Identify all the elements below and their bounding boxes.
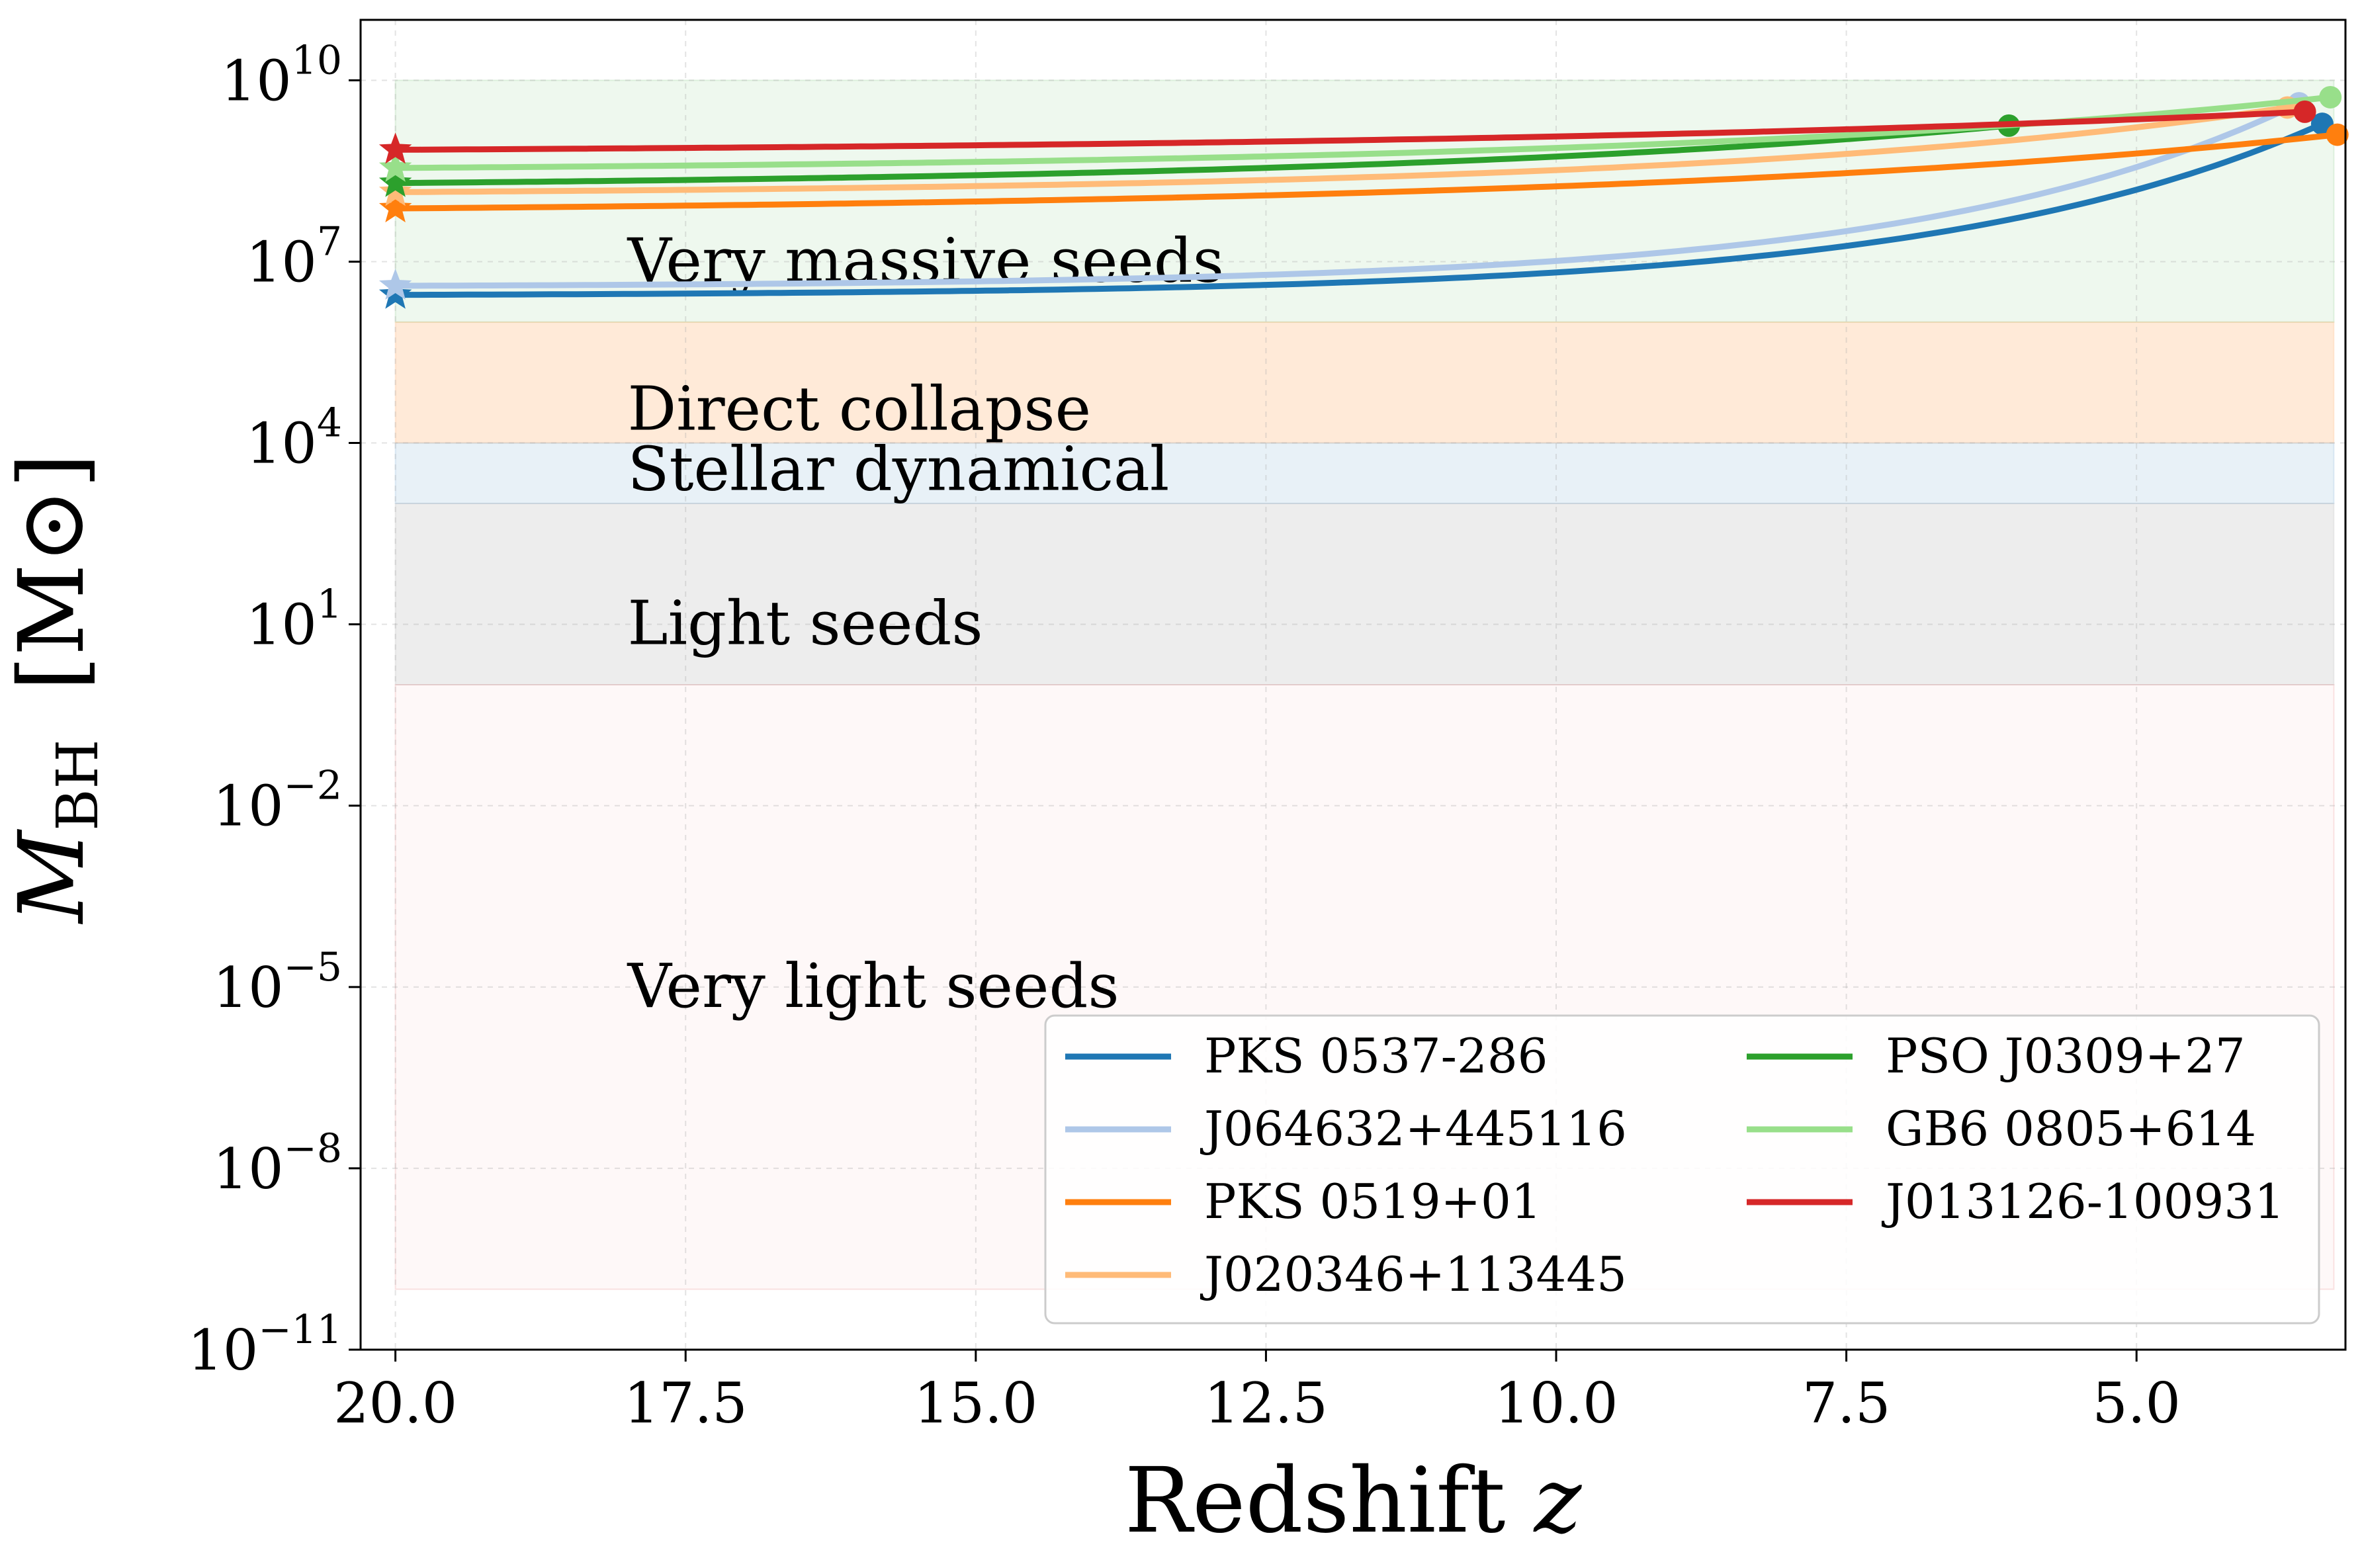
series-start-star	[378, 175, 412, 206]
legend-entry-j013126-100931: J013126-100931	[1747, 1174, 2285, 1229]
x-tick-label: 15.0	[914, 1371, 1037, 1436]
series-start-star	[378, 277, 412, 309]
band-label-stellar-dynamical: Stellar dynamical	[628, 434, 1170, 505]
band-direct-collapse	[394, 321, 2335, 444]
x-axis-title-var: z	[1533, 1449, 1583, 1553]
series-lines	[378, 85, 2349, 309]
legend-box	[1044, 1014, 2320, 1325]
series-pks-0519-01	[378, 123, 2349, 223]
legend-label: GB6 0805+614	[1886, 1101, 2256, 1156]
legend-label: PSO J0309+27	[1886, 1028, 2246, 1084]
legend-entry-pks-0537-286: PKS 0537-286	[1065, 1028, 1548, 1084]
band-label-direct-collapse: Direct collapse	[628, 373, 1092, 444]
legend: PKS 0537-286 J064632+445116 PKS 0519+01 J02…	[1044, 1014, 2320, 1325]
band-light-seeds	[394, 502, 2335, 686]
legend-label: J013126-100931	[1881, 1174, 2285, 1229]
y-tick-label: 101	[246, 582, 342, 658]
series-start-star	[378, 165, 412, 197]
series-line	[392, 120, 2326, 298]
legend-label: PKS 0537-286	[1204, 1028, 1548, 1084]
series-line	[392, 122, 2012, 187]
y-tick-label: 10−11	[187, 1307, 342, 1383]
series-line	[392, 109, 2308, 153]
x-tick-label: 5.0	[2092, 1371, 2181, 1436]
legend-entry-j020346-113445: J020346+113445	[1065, 1246, 1627, 1302]
y-tick-label: 10−2	[213, 763, 342, 839]
series-end-point	[2319, 85, 2342, 109]
x-tick-label: 7.5	[1802, 1371, 1891, 1436]
series-start-star	[378, 269, 412, 300]
x-axis-title: Redshift z	[1125, 1449, 1583, 1553]
series-start-star	[378, 150, 412, 182]
y-axis-title: MBH [M⊙]	[0, 453, 111, 925]
x-axis-title-text: Redshift	[1125, 1449, 1506, 1553]
band-stellar-dynamical	[394, 442, 2335, 504]
legend-label: J064632+445116	[1200, 1101, 1627, 1156]
band-label-very-light-seeds: Very light seeds	[627, 951, 1119, 1022]
legend-entry-j064632-445116: J064632+445116	[1065, 1101, 1627, 1156]
band-label-light-seeds: Light seeds	[628, 588, 983, 659]
y-axis-title-unit: [M⊙]	[0, 453, 105, 691]
legend-label: PKS 0519+01	[1204, 1174, 1542, 1229]
x-tick-label: 17.5	[624, 1371, 748, 1436]
plot-frame	[359, 19, 2347, 1351]
x-tick-label: 12.5	[1204, 1371, 1328, 1436]
x-tick-label: 20.0	[333, 1371, 457, 1436]
series-end-point	[2326, 123, 2349, 146]
legend-entry-pks-0519-01: PKS 0519+01	[1065, 1174, 1542, 1229]
series-j013126-100931	[378, 100, 2316, 164]
series-end-point	[2293, 100, 2316, 123]
series-line	[392, 100, 2302, 289]
x-axis-ticks: 20.0 17.5 15.0 12.5 10.0 7.5 5.0	[333, 1350, 2181, 1436]
legend-entry-gb6-0805-614: GB6 0805+614	[1747, 1101, 2256, 1156]
series-line	[392, 105, 2291, 195]
y-tick-label: 1010	[221, 37, 342, 113]
y-tick-label: 10−8	[213, 1125, 342, 1201]
y-axis-title-main: M	[0, 828, 105, 925]
series-start-star	[378, 191, 412, 223]
y-tick-label: 104	[246, 400, 342, 476]
x-tick-label: 10.0	[1495, 1371, 1618, 1436]
legend-entry-pso-j0309-27: PSO J0309+27	[1747, 1028, 2246, 1084]
y-axis-ticks: 1010 107 104 101 10−2 10−5 10−8 10−11	[187, 37, 361, 1383]
y-tick-label: 10−5	[213, 944, 342, 1020]
series-line	[392, 132, 2341, 212]
y-axis-title-sub: BH	[45, 740, 111, 831]
y-tick-label: 107	[246, 218, 342, 294]
series-start-star	[378, 132, 412, 164]
legend-label: J020346+113445	[1200, 1246, 1627, 1302]
